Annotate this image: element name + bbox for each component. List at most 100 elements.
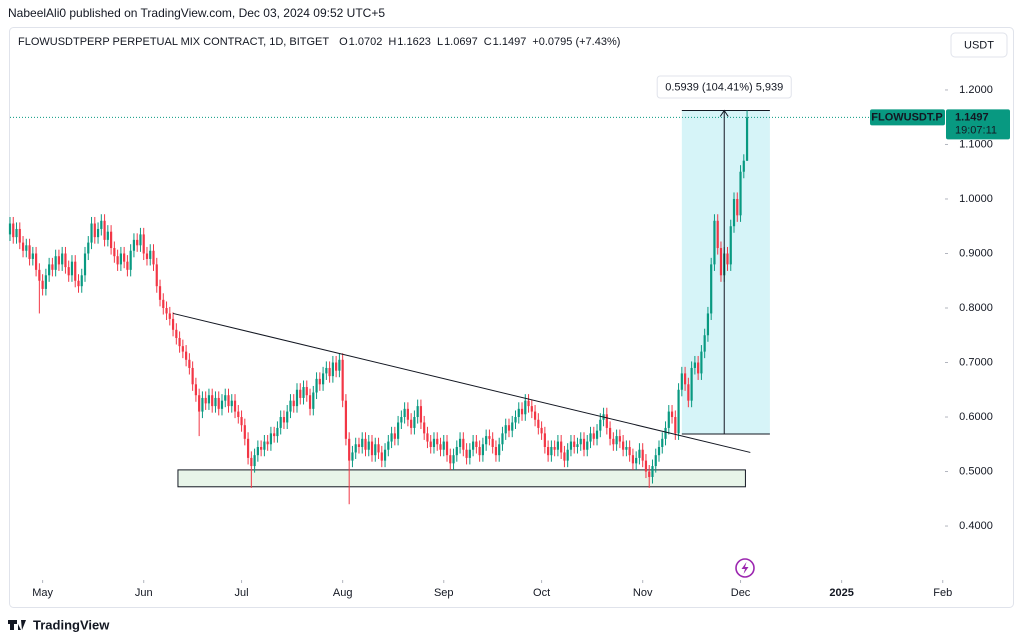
candle-body (64, 253, 67, 268)
candle-body (553, 446, 556, 450)
candle-body (282, 417, 286, 423)
x-tick-label: Jun (135, 587, 153, 599)
candle-body (599, 419, 602, 431)
candle-body (367, 441, 370, 450)
candle-body (204, 397, 207, 404)
candle-body (83, 253, 87, 276)
candle-body (344, 400, 348, 439)
candle-body (175, 329, 178, 338)
candle-body (188, 359, 191, 368)
candle-body (445, 441, 449, 456)
candle-body (119, 253, 122, 265)
symbol-tag-bg (870, 109, 945, 126)
x-tick-label: Oct (533, 587, 550, 599)
price-tag: 1.1497 (955, 111, 989, 123)
candle-body (573, 441, 576, 447)
candle-body (299, 389, 302, 398)
candle-body (286, 411, 289, 423)
ohlc-value: 1.1623 (397, 36, 431, 48)
candle-body (158, 286, 162, 300)
y-tick-label: 0.9000 (959, 247, 993, 259)
candle-body (8, 223, 12, 235)
candle-body (273, 433, 276, 437)
candle-body (700, 351, 703, 374)
currency[interactable]: USDT (964, 39, 994, 51)
candle-body (331, 362, 334, 377)
candle-body (28, 245, 31, 259)
candle-body (439, 444, 442, 450)
candle-body (224, 395, 227, 401)
candle-body (687, 384, 690, 401)
candle-body (413, 417, 416, 428)
y-tick-label: 0.5000 (959, 465, 993, 477)
countdown: 19:07:11 (955, 124, 997, 136)
candle-body (729, 226, 732, 265)
candle-body (475, 441, 478, 447)
candle-body (524, 400, 527, 415)
candle-body (618, 436, 621, 442)
candle-body (233, 400, 237, 412)
symbol-tag: FLOWUSDT.P (871, 111, 943, 123)
candle-body (312, 392, 315, 409)
candle-body (18, 228, 21, 243)
candle-body (142, 234, 145, 254)
candle-body (34, 253, 38, 270)
ohlc-value: 1.0702 (349, 36, 383, 48)
candle-body (211, 395, 214, 407)
candle-body (657, 446, 661, 456)
ohlc-value: 1.0697 (444, 36, 478, 48)
candle-body (501, 433, 504, 445)
candle-body (201, 397, 204, 412)
ohlc-label: L (437, 36, 443, 48)
candle-body (533, 411, 537, 420)
candle-body (207, 395, 211, 404)
candle-body (563, 452, 566, 461)
candle-body (569, 441, 573, 450)
candle-body (328, 367, 331, 377)
y-tick-label: 0.8000 (959, 302, 993, 314)
candle-body (93, 223, 96, 238)
candle-body (605, 414, 608, 428)
candle-body (393, 433, 396, 439)
measure-box (681, 110, 770, 435)
candle-body (77, 280, 80, 287)
candle-body (592, 433, 595, 439)
candle-body (690, 367, 693, 401)
candle-body (680, 373, 683, 390)
candle-body (139, 234, 142, 246)
candle-body (507, 425, 511, 431)
candle-body (547, 446, 550, 456)
candle-body (256, 446, 259, 456)
candle-body (530, 406, 533, 412)
candle-body (498, 444, 501, 456)
candle-body (276, 427, 279, 437)
candle-body (582, 438, 586, 450)
candle-body (129, 250, 132, 270)
candle-body (452, 455, 455, 464)
ohlc-label: H (388, 36, 396, 48)
y-tick-label: 1.1000 (959, 138, 993, 150)
plot-area: 0.4000 0.5000 0.6000 0.7000 0.8000 0.9000 1.00… (8, 75, 993, 599)
footer-brand: TradingView (33, 617, 110, 632)
candle-body (61, 253, 64, 265)
candle-body (608, 427, 612, 439)
candle-body (269, 433, 273, 445)
candle-body (21, 242, 25, 251)
currency-button[interactable] (950, 32, 1008, 58)
candle-body (51, 264, 54, 270)
candle-body (279, 417, 282, 428)
chart-frame (9, 27, 1014, 608)
candle-body (354, 444, 357, 453)
candle-body (136, 239, 139, 246)
candle-body (341, 359, 344, 401)
candle-body (243, 425, 246, 439)
candle-body (155, 264, 158, 287)
candle-body (383, 449, 387, 461)
candle-body (38, 269, 41, 281)
candle-body (260, 446, 263, 450)
candle-body (240, 417, 243, 426)
candle-body (335, 362, 338, 371)
candle-body (550, 446, 553, 456)
candle-body (670, 411, 674, 418)
